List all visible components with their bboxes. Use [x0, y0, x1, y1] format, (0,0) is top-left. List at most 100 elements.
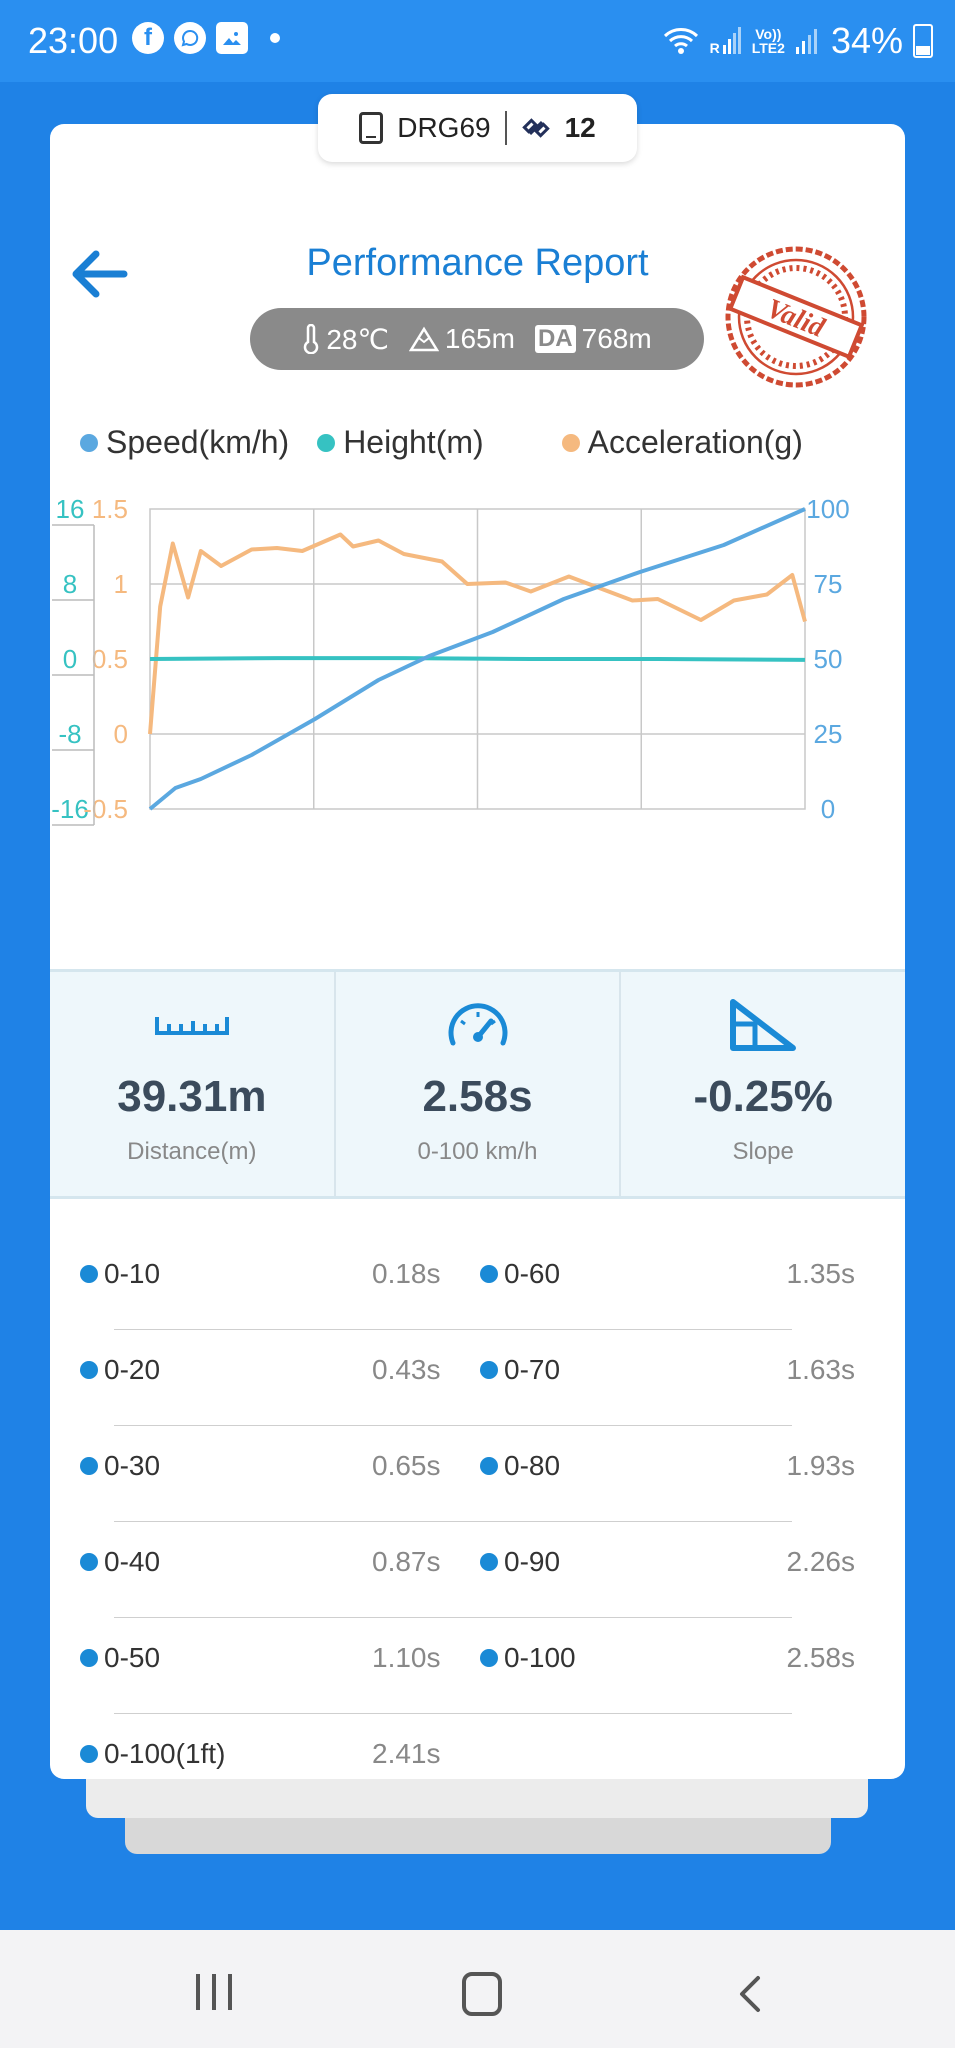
accel-tick-label: 1.5	[92, 494, 128, 524]
split-row: 0-40 0.87s 0-90 2.26s	[50, 1522, 905, 1618]
split-item: 0-30	[80, 1450, 160, 1482]
distance-value: 39.31m	[117, 1072, 267, 1121]
split-item: 0-10	[80, 1258, 160, 1290]
divider	[114, 1329, 792, 1330]
divider	[504, 111, 507, 145]
ruler-icon	[154, 1017, 229, 1035]
split-time: 1.35s	[786, 1258, 856, 1289]
conditions-bar: 28℃ 165m DA 768m	[250, 308, 704, 370]
split-time: 1.10s	[372, 1642, 441, 1673]
speed-tick-label: 50	[814, 644, 843, 674]
slope-label: Slope	[732, 1138, 794, 1165]
altitude: 165m	[408, 323, 515, 355]
recent-apps-button[interactable]	[196, 1974, 232, 2010]
network-type: Vo)) LTE2	[751, 26, 785, 56]
bullet-icon	[480, 1361, 498, 1379]
accel-tick-label: 1	[114, 569, 128, 599]
report-card: Performance Report 28℃ 165m DA 768m	[50, 124, 905, 1779]
split-row: 0-30 0.65s 0-80 1.93s	[50, 1426, 905, 1522]
performance-chart[interactable]: 16 1.5 100 8 1 75 0 0.5 50 -8 0 25 -16-0.5 0	[50, 479, 905, 869]
battery-percent: 34%	[830, 20, 903, 61]
bullet-icon	[80, 1265, 98, 1283]
accel-tick-label: -0.5	[83, 794, 128, 824]
gallery-icon	[216, 22, 248, 54]
legend-height-dot	[317, 433, 336, 452]
split-row: 0-50 1.10s 0-100 2.58s	[50, 1618, 905, 1714]
valid-stamp: Valid	[725, 246, 867, 388]
legend-speed[interactable]: Speed(km/h)	[80, 424, 289, 461]
whatsapp-icon	[174, 22, 206, 54]
split-time: 2.26s	[786, 1546, 856, 1577]
device-selector[interactable]: DRG69 12	[318, 94, 637, 162]
split-time: 2.58s	[786, 1642, 856, 1673]
back-button[interactable]	[738, 1974, 762, 2014]
signal-2-icon	[795, 29, 817, 54]
speed-tick-label: 0	[821, 794, 835, 824]
height-series-line	[149, 656, 806, 662]
split-item: 0-40	[80, 1546, 160, 1578]
bullet-icon	[80, 1745, 98, 1763]
divider	[114, 1425, 792, 1426]
stat-slope: -0.25% Slope	[621, 972, 905, 1196]
summary-stats: 39.31m Distance(m) 2.58s 0-100 km/h	[50, 969, 905, 1199]
battery-icon	[913, 24, 933, 58]
home-button[interactable]	[462, 1972, 502, 2016]
status-bar: 23:00 f R Vo)) LTE2 34%	[0, 0, 955, 82]
split-time: 1.63s	[786, 1354, 856, 1385]
split-time: 0.87s	[372, 1546, 441, 1577]
back-arrow-icon[interactable]	[66, 244, 132, 304]
legend-speed-dot	[80, 433, 98, 452]
satellite-icon	[521, 118, 550, 138]
density-altitude: DA 768m	[534, 323, 652, 355]
speed-tick-label: 100	[806, 494, 849, 524]
divider	[114, 1617, 792, 1618]
height-tick-label: -16	[51, 794, 89, 824]
stat-distance: 39.31m Distance(m)	[50, 972, 336, 1196]
bullet-icon	[480, 1265, 498, 1283]
split-item: 0-70	[480, 1354, 560, 1386]
split-item: 0-100(1ft)	[80, 1738, 225, 1770]
split-item: 0-50	[80, 1642, 160, 1674]
slope-icon	[730, 999, 797, 1051]
bullet-icon	[480, 1457, 498, 1475]
navigation-bar	[0, 1930, 955, 2048]
accel-tick-label: 0	[114, 719, 128, 749]
accel-tick-label: 0.5	[92, 644, 128, 674]
notification-icons: f	[132, 22, 280, 54]
legend-height[interactable]: Height(m)	[317, 424, 484, 461]
bullet-icon	[80, 1553, 98, 1571]
height-tick-label: 16	[56, 494, 85, 524]
split-row: 0-10 0.18s 0-60 1.35s	[50, 1234, 905, 1330]
distance-label: Distance(m)	[127, 1138, 257, 1165]
split-time: 0.65s	[372, 1450, 441, 1481]
more-notifications-icon	[270, 33, 280, 43]
split-item: 0-100	[480, 1642, 576, 1674]
device-name: DRG69	[397, 112, 491, 143]
split-time: 2.41s	[372, 1738, 441, 1769]
legend-acceleration[interactable]: Acceleration(g)	[561, 424, 803, 461]
split-times-list: 0-10 0.18s 0-60 1.35s 0-20 0.43s 0-70 1.…	[50, 1234, 905, 1779]
temperature: 28℃	[302, 323, 389, 356]
split-item: 0-20	[80, 1354, 160, 1386]
mountain-icon	[408, 326, 439, 352]
speed-tick-label: 25	[814, 719, 843, 749]
slope-value: -0.25%	[693, 1072, 833, 1121]
split-time: 0.18s	[372, 1258, 441, 1289]
chart-legend: Speed(km/h) Height(m) Acceleration(g)	[80, 424, 895, 461]
divider	[114, 1521, 792, 1522]
da-icon: DA	[534, 325, 576, 353]
split-item: 0-80	[480, 1450, 560, 1482]
speed-tick-label: 75	[814, 569, 843, 599]
signal-1-icon: R	[710, 27, 742, 55]
bullet-icon	[480, 1553, 498, 1571]
bullet-icon	[80, 1361, 98, 1379]
facebook-icon: f	[132, 22, 164, 54]
split-row: 0-20 0.43s 0-70 1.63s	[50, 1330, 905, 1426]
satellite-count: 12	[564, 112, 596, 143]
split-item: 0-90	[480, 1546, 560, 1578]
divider	[114, 1713, 792, 1714]
zero-to-hundred-label: 0-100 km/h	[417, 1138, 538, 1165]
wifi-icon	[663, 28, 698, 54]
speedometer-icon	[448, 1003, 507, 1046]
split-row: 0-100(1ft) 2.41s	[50, 1714, 905, 1779]
